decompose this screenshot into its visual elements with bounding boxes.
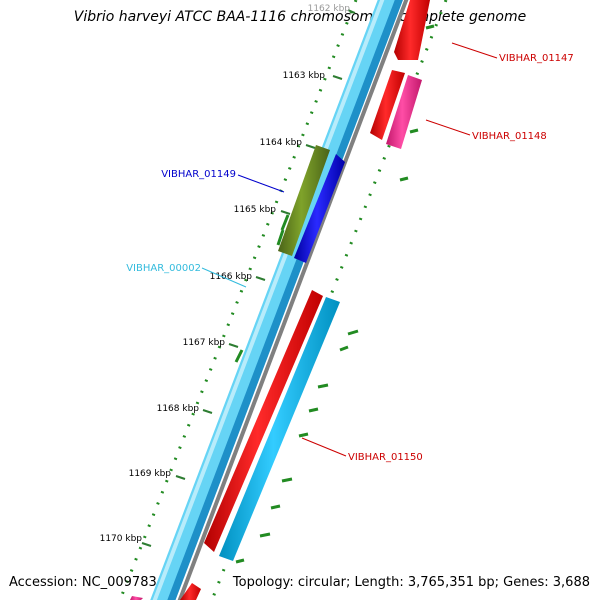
leader-vibhar-01150 xyxy=(301,437,347,457)
gc-peaks xyxy=(234,24,435,564)
gene-cyan[interactable] xyxy=(219,297,340,561)
genome-summary-text: Topology: circular; Length: 3,765,351 bp… xyxy=(232,575,590,590)
gene-label-vibhar-01149[interactable]: VIBHAR_01149 xyxy=(161,169,236,180)
gene-pink-bottom[interactable] xyxy=(130,596,143,600)
backbone-grey-line xyxy=(177,0,409,600)
tick-mark xyxy=(347,9,356,14)
tick-label: 1168 kbp xyxy=(157,404,200,414)
tick-labels: 1162 kbp 1163 kbp 1164 kbp 1165 kbp 1166… xyxy=(100,4,351,544)
gene-vibhar-01150[interactable] xyxy=(204,290,323,552)
gene-label-vibhar-01148[interactable]: VIBHAR_01148 xyxy=(472,131,547,142)
gene-label-vibhar-00002[interactable]: VIBHAR_00002 xyxy=(126,263,201,274)
tick-label: 1162 kbp xyxy=(308,4,351,14)
gene-vibhar-01149[interactable] xyxy=(278,145,330,256)
gene-vibhar-01148[interactable] xyxy=(386,75,422,149)
leader-vibhar-00002 xyxy=(201,267,247,288)
tick-label: 1163 kbp xyxy=(283,71,326,81)
gene-label-vibhar-01150[interactable]: VIBHAR_01150 xyxy=(348,452,423,463)
leader-vibhar-01147 xyxy=(451,42,498,59)
tick-mark xyxy=(280,210,291,215)
tick-mark xyxy=(141,542,152,547)
tick-label: 1164 kbp xyxy=(260,138,303,148)
accession-text: Accession: NC_009783 xyxy=(9,575,157,590)
tick-label: 1165 kbp xyxy=(234,205,277,215)
gene-red-bottom[interactable] xyxy=(180,583,201,600)
backbone-light-band xyxy=(150,0,395,600)
tick-label: 1169 kbp xyxy=(129,469,172,479)
tick-mark xyxy=(228,343,239,348)
backbone xyxy=(150,0,409,600)
leader-vibhar-01149 xyxy=(237,174,285,193)
tick-label: 1170 kbp xyxy=(100,534,143,544)
tick-mark xyxy=(175,475,186,480)
tick-mark xyxy=(202,409,213,414)
gene-blue[interactable] xyxy=(294,154,345,263)
gene-label-vibhar-01147[interactable]: VIBHAR_01147 xyxy=(499,53,574,64)
backbone-highlight xyxy=(152,0,385,600)
gene-red-upper[interactable] xyxy=(370,70,405,140)
genes xyxy=(130,0,430,600)
tick-mark xyxy=(255,276,266,281)
leader-vibhar-01148 xyxy=(425,119,471,136)
gene-label-group: VIBHAR_01147 VIBHAR_01148 VIBHAR_01149 V… xyxy=(126,53,574,463)
label-leaders xyxy=(201,42,498,457)
ticks xyxy=(141,9,356,547)
tick-mark xyxy=(305,144,316,149)
gene-vibhar-01147[interactable] xyxy=(394,0,430,60)
tick-mark xyxy=(332,75,343,80)
tick-label: 1166 kbp xyxy=(210,272,253,282)
tick-label: 1167 kbp xyxy=(183,338,226,348)
